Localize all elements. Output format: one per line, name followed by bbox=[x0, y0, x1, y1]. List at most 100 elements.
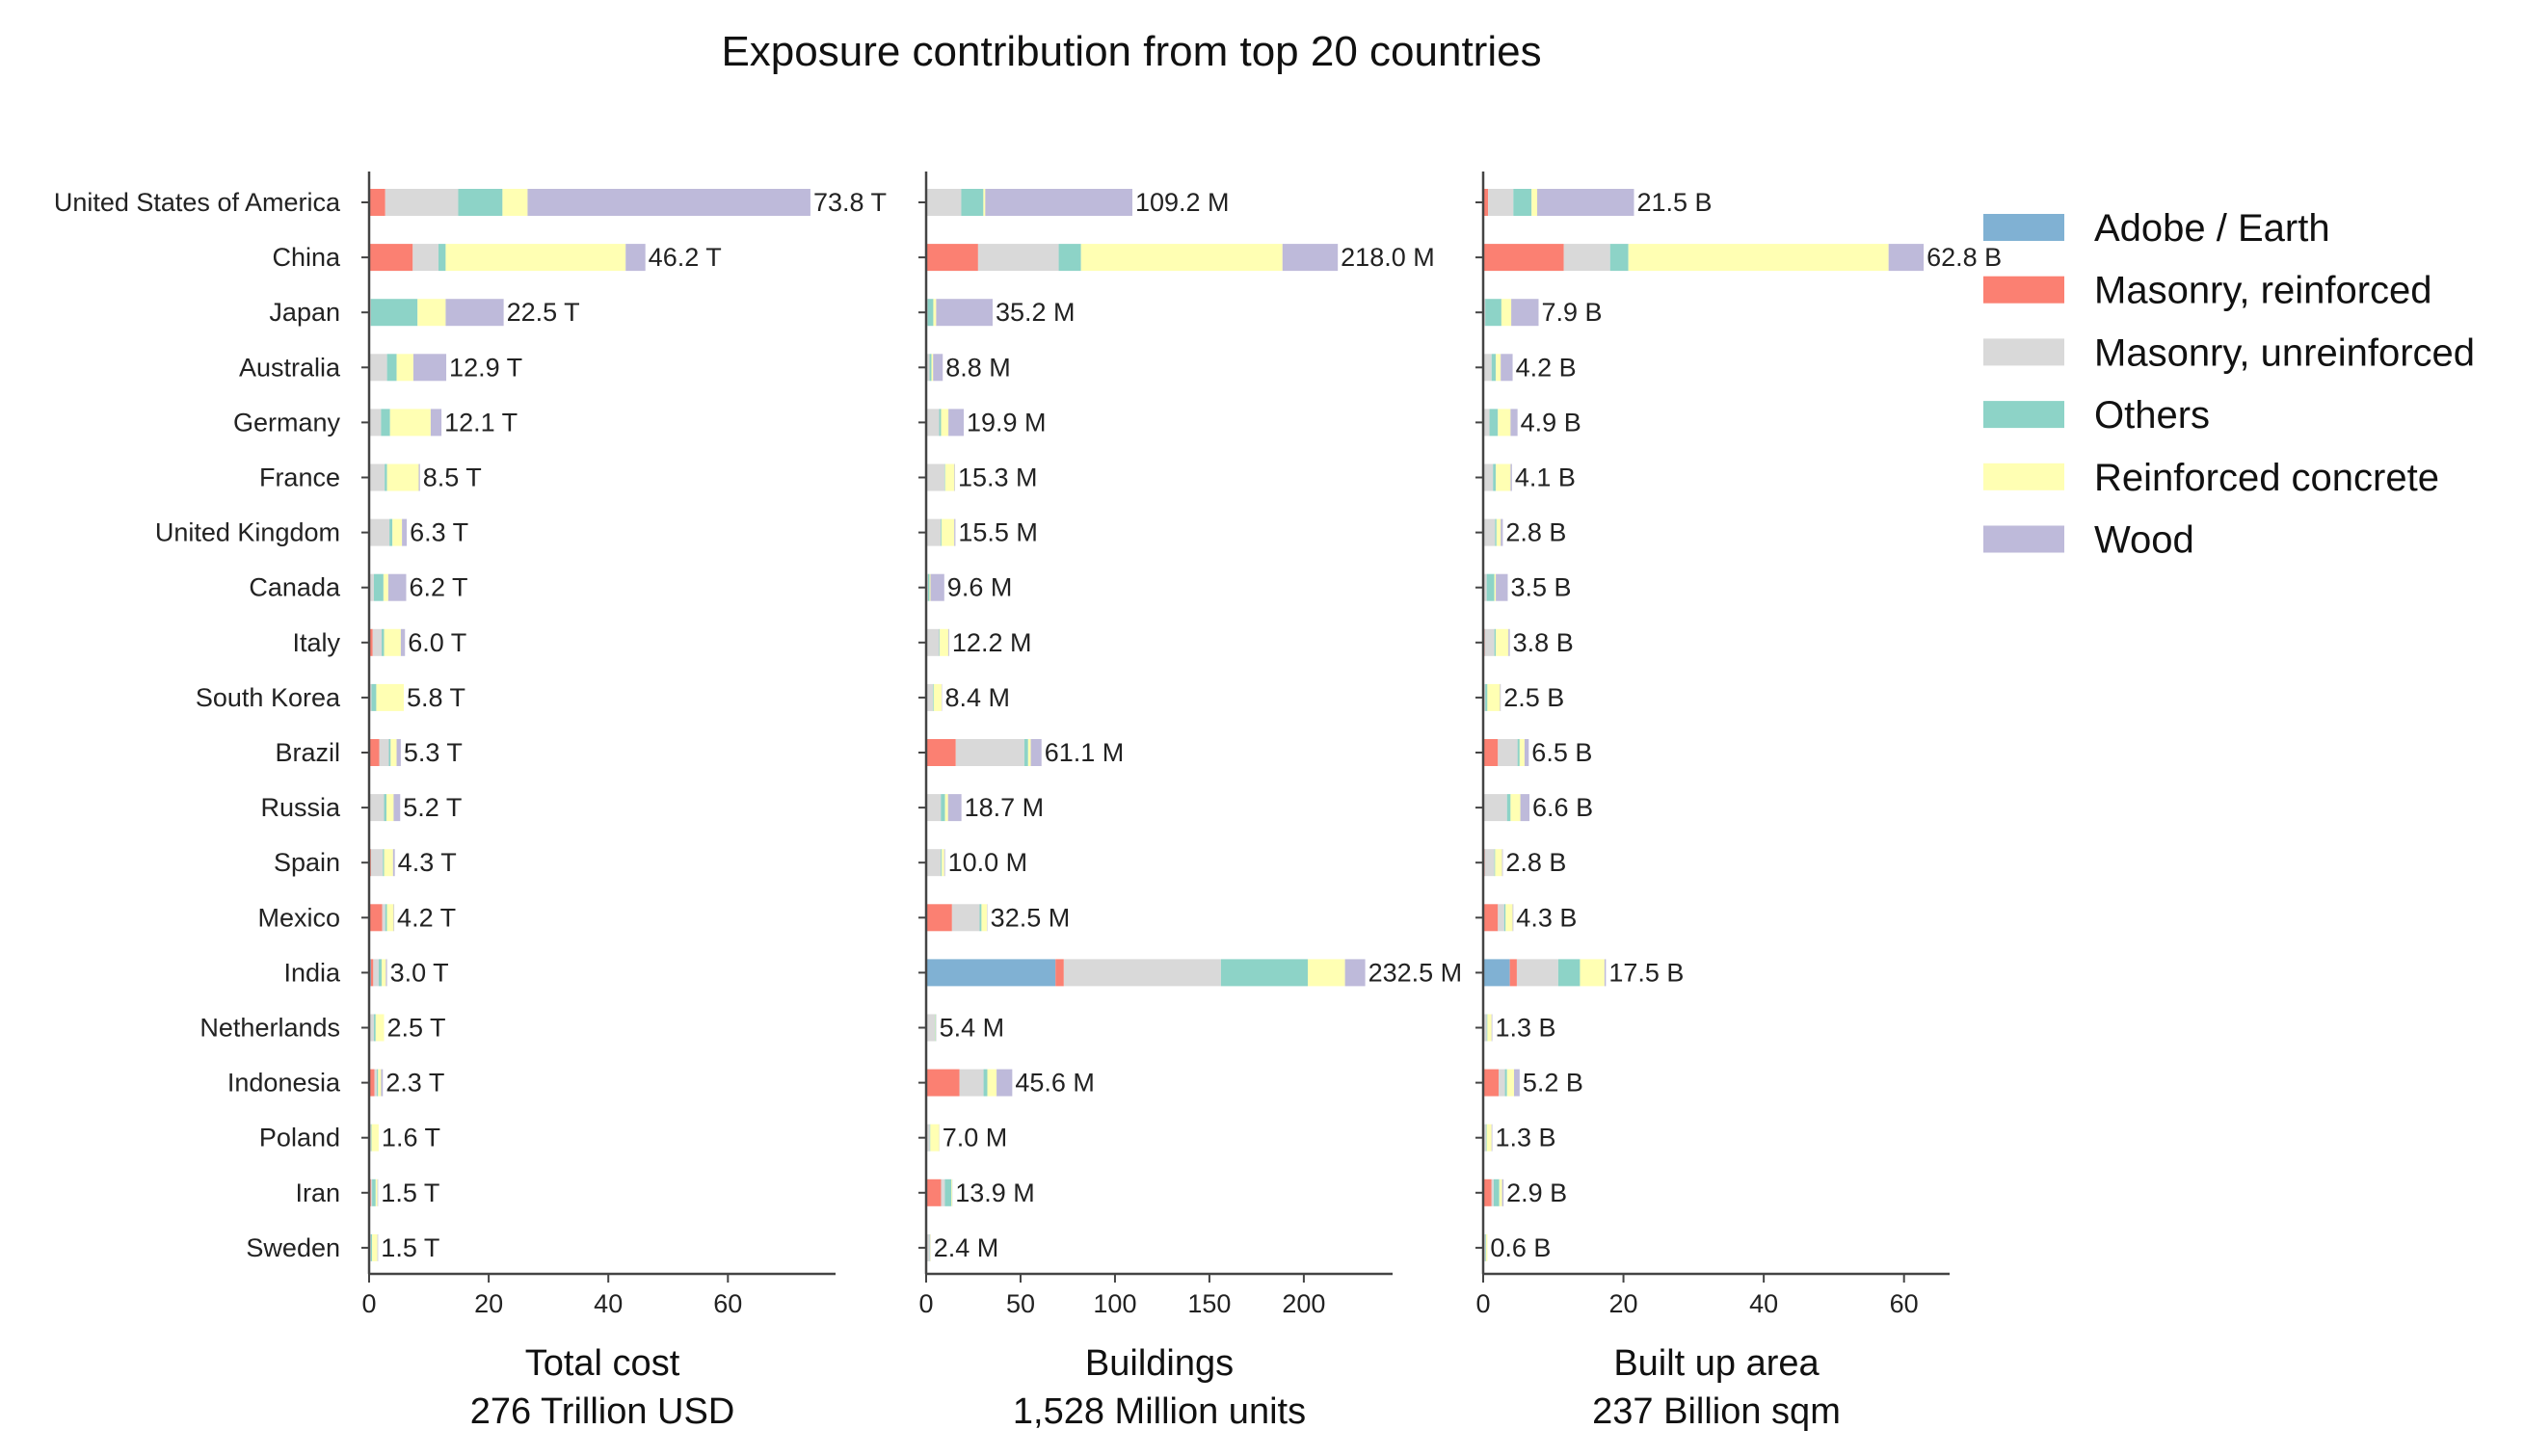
bar-masonry-reinforced bbox=[369, 1069, 375, 1097]
bar-reinforced-concrete bbox=[372, 1233, 378, 1261]
total-label: 1.5 T bbox=[381, 1233, 439, 1262]
bar-wood bbox=[1501, 354, 1513, 382]
bar-wood bbox=[930, 573, 944, 601]
bar-reinforced-concrete bbox=[941, 409, 949, 437]
bar-others bbox=[927, 299, 934, 327]
total-label: 6.2 T bbox=[409, 573, 467, 602]
total-label: 232.5 M bbox=[1368, 958, 1463, 987]
legend-swatch bbox=[1983, 214, 2064, 241]
bar-masonry-unreinforced bbox=[373, 959, 379, 987]
bar-others bbox=[941, 849, 943, 877]
bar-reinforced-concrete bbox=[1496, 628, 1509, 656]
total-label: 15.5 M bbox=[958, 518, 1038, 547]
bar-wood bbox=[385, 959, 387, 987]
bar-masonry-unreinforced bbox=[1483, 354, 1492, 382]
bar-wood bbox=[936, 299, 993, 327]
bar-others bbox=[983, 1069, 988, 1097]
bar-wood bbox=[527, 189, 810, 216]
bar-others bbox=[935, 1014, 936, 1042]
bar-masonry-unreinforced bbox=[1498, 904, 1504, 932]
legend-label: Masonry, unreinforced bbox=[2094, 331, 2475, 374]
country-label: Indonesia bbox=[227, 1069, 341, 1098]
bar-masonry-unreinforced bbox=[941, 1178, 945, 1206]
bar-others bbox=[941, 518, 943, 546]
bar-others bbox=[1023, 739, 1028, 766]
country-label: Mexico bbox=[257, 903, 340, 932]
total-label: 15.3 M bbox=[958, 463, 1038, 492]
bar-masonry-reinforced bbox=[1483, 739, 1499, 766]
bar-masonry-unreinforced bbox=[370, 1178, 373, 1206]
bar-wood bbox=[430, 409, 442, 437]
bar-wood bbox=[445, 299, 504, 327]
country-label: Italy bbox=[292, 628, 340, 657]
bar-others bbox=[1491, 354, 1497, 382]
bar-others bbox=[1485, 299, 1501, 327]
bar-masonry-unreinforced bbox=[955, 739, 1024, 766]
bar-others bbox=[1220, 959, 1309, 987]
bar-others bbox=[933, 683, 934, 711]
total-label: 4.2 B bbox=[1516, 353, 1577, 382]
bar-masonry-unreinforced bbox=[926, 849, 942, 877]
bar-reinforced-concrete bbox=[935, 1014, 937, 1042]
bar-masonry-unreinforced bbox=[374, 1069, 378, 1097]
bar-reinforced-concrete bbox=[1531, 189, 1538, 216]
legend-label: Wood bbox=[2094, 519, 2194, 562]
bar-others bbox=[1609, 244, 1629, 272]
panels: 73.8 T 46.2 T 22.5 T 12.9 T 12.1 T 8.5 T 6.3 T… bbox=[54, 172, 2002, 1432]
bar-reinforced-concrete bbox=[1485, 1233, 1488, 1261]
bar-masonry-unreinforced bbox=[369, 518, 390, 546]
bar-reinforced-concrete bbox=[1496, 518, 1501, 546]
total-label: 5.3 T bbox=[404, 738, 463, 767]
bar-reinforced-concrete bbox=[951, 1178, 953, 1206]
bar-masonry-reinforced bbox=[1483, 244, 1564, 272]
bar-reinforced-concrete bbox=[384, 849, 393, 877]
bar-reinforced-concrete bbox=[445, 244, 626, 272]
bar-masonry-unreinforced bbox=[1483, 409, 1490, 437]
legend-item-wood: Wood bbox=[1983, 519, 2194, 562]
bar-masonry-unreinforced bbox=[370, 849, 384, 877]
country-label: Australia bbox=[239, 353, 341, 382]
bar-wood bbox=[1344, 959, 1366, 987]
bar-wood bbox=[947, 794, 962, 822]
bar-masonry-unreinforced bbox=[926, 683, 934, 711]
bar-reinforced-concrete bbox=[1495, 849, 1502, 877]
total-label: 2.8 B bbox=[1505, 848, 1566, 877]
total-label: 18.7 M bbox=[965, 793, 1045, 822]
total-label: 45.6 M bbox=[1015, 1069, 1095, 1098]
x-tick-label: 60 bbox=[1890, 1289, 1919, 1318]
bar-others bbox=[388, 739, 391, 766]
legend-item-adobe-earth: Adobe / Earth bbox=[1983, 207, 2330, 250]
total-label: 35.2 M bbox=[996, 298, 1076, 327]
bar-masonry-unreinforced bbox=[1483, 1124, 1486, 1152]
bar-wood bbox=[1511, 299, 1539, 327]
bar-others bbox=[1485, 683, 1488, 711]
x-axis-title: Built up area bbox=[1613, 1343, 1820, 1384]
bar-masonry-unreinforced bbox=[1498, 739, 1518, 766]
bar-masonry-unreinforced bbox=[926, 1233, 930, 1261]
x-tick-label: 20 bbox=[1609, 1289, 1638, 1318]
x-tick-label: 0 bbox=[918, 1289, 933, 1318]
bar-masonry-reinforced bbox=[1483, 1178, 1492, 1206]
bar-wood bbox=[948, 628, 949, 656]
legend-label: Others bbox=[2094, 394, 2210, 437]
bar-masonry-unreinforced bbox=[1563, 244, 1610, 272]
total-label: 8.8 M bbox=[945, 353, 1011, 382]
total-label: 2.4 M bbox=[934, 1233, 999, 1262]
country-label: United Kingdom bbox=[155, 518, 340, 547]
total-label: 5.4 M bbox=[940, 1014, 1005, 1043]
bar-others bbox=[944, 1178, 952, 1206]
legend-item-others: Others bbox=[1983, 394, 2210, 437]
x-tick-label: 100 bbox=[1093, 1289, 1136, 1318]
panel-1: 73.8 T 46.2 T 22.5 T 12.9 T 12.1 T 8.5 T 6.3 T… bbox=[54, 172, 887, 1432]
bar-reinforced-concrete bbox=[1501, 299, 1512, 327]
bar-reinforced-concrete bbox=[1498, 409, 1511, 437]
bar-others bbox=[370, 1233, 373, 1261]
bar-others bbox=[1503, 904, 1506, 932]
bar-others bbox=[371, 683, 377, 711]
bar-others bbox=[1495, 518, 1497, 546]
bar-masonry-reinforced bbox=[926, 244, 978, 272]
bar-wood bbox=[396, 739, 401, 766]
bar-masonry-reinforced bbox=[1483, 904, 1499, 932]
bar-others bbox=[1486, 1014, 1488, 1042]
bar-masonry-unreinforced bbox=[926, 409, 940, 437]
